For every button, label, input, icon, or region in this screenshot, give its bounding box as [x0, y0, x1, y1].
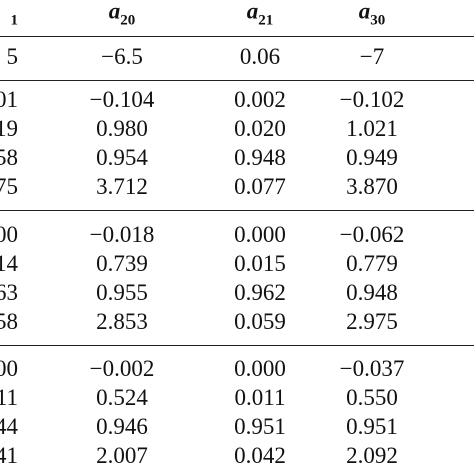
- table-cell: 2.092: [346, 443, 398, 468]
- subscript: 21: [258, 12, 274, 29]
- table-cell: 0.015: [234, 251, 286, 276]
- table-cell: 01: [0, 87, 18, 112]
- table-cell: 44: [0, 414, 18, 439]
- rule: [0, 36, 474, 37]
- table-cell: 0.077: [234, 174, 286, 199]
- table-cell: 0.000: [234, 356, 286, 381]
- table-cell: 75: [0, 174, 18, 199]
- table-cell: 0.550: [346, 385, 398, 410]
- table-cell: 0.059: [234, 309, 286, 334]
- table-cell: 0.948: [234, 145, 286, 170]
- rule: [0, 80, 474, 81]
- table-cell: 58: [0, 145, 18, 170]
- table-cell: 1.021: [346, 116, 398, 141]
- table-cell: 19: [0, 116, 18, 141]
- table-cell: −0.062: [339, 222, 405, 247]
- table-cell: 14: [0, 251, 18, 276]
- table-cell: 41: [0, 443, 18, 468]
- table-cell: −0.002: [89, 356, 155, 381]
- subscript: 30: [370, 12, 386, 29]
- table-cell: 3.712: [96, 174, 148, 199]
- table-cell: 0.949: [346, 145, 398, 170]
- table-cell: 00: [0, 356, 18, 381]
- header-cell: a21: [247, 0, 274, 29]
- symbol: a: [246, 0, 259, 24]
- table-cell: 0.042: [234, 443, 286, 468]
- table-cell: 0.980: [96, 116, 148, 141]
- table-cell: 0.000: [234, 222, 286, 247]
- table-cell: 00: [0, 222, 18, 247]
- table-cell: 2.853: [96, 309, 148, 334]
- table-cell: −0.104: [89, 87, 155, 112]
- table-cell: 0.524: [96, 385, 148, 410]
- table-cell: 0.955: [96, 280, 148, 305]
- rule: [0, 210, 474, 211]
- rule: [0, 345, 474, 346]
- header-cell: 1: [11, 0, 19, 29]
- table-cell: −0.018: [89, 222, 155, 247]
- table-cell: −0.102: [339, 87, 405, 112]
- table-cell: 3.870: [346, 174, 398, 199]
- table-cell: 0.06: [239, 44, 281, 69]
- table-cell: −0.037: [339, 356, 405, 381]
- header-cell: a30: [359, 0, 386, 29]
- table-cell: 63: [0, 280, 18, 305]
- table-cell: −7: [359, 44, 385, 69]
- table-cell: 0.954: [96, 145, 148, 170]
- table-cell: 0.951: [234, 414, 286, 439]
- table-cell: 0.002: [234, 87, 286, 112]
- table-cell: 0.948: [346, 280, 398, 305]
- table-cell: 5: [6, 44, 19, 69]
- table-cell: 2.007: [96, 443, 148, 468]
- table-cell: 0.951: [346, 414, 398, 439]
- table-cell: 58: [0, 309, 18, 334]
- header-cell: a20: [109, 0, 136, 29]
- table-cell: 0.962: [234, 280, 286, 305]
- table-cell: 0.020: [234, 116, 286, 141]
- table-cell: 11: [0, 385, 18, 410]
- subscript: 20: [120, 12, 136, 29]
- table-cell: 0.011: [234, 385, 286, 410]
- table-cell: −6.5: [101, 44, 143, 69]
- table-cell: 2.975: [346, 309, 398, 334]
- table-cell: 0.946: [96, 414, 148, 439]
- table-cell: 0.739: [96, 251, 148, 276]
- subscript: 1: [10, 12, 19, 29]
- symbol: a: [358, 0, 371, 24]
- symbol: a: [108, 0, 121, 24]
- table-cell: 0.779: [346, 251, 398, 276]
